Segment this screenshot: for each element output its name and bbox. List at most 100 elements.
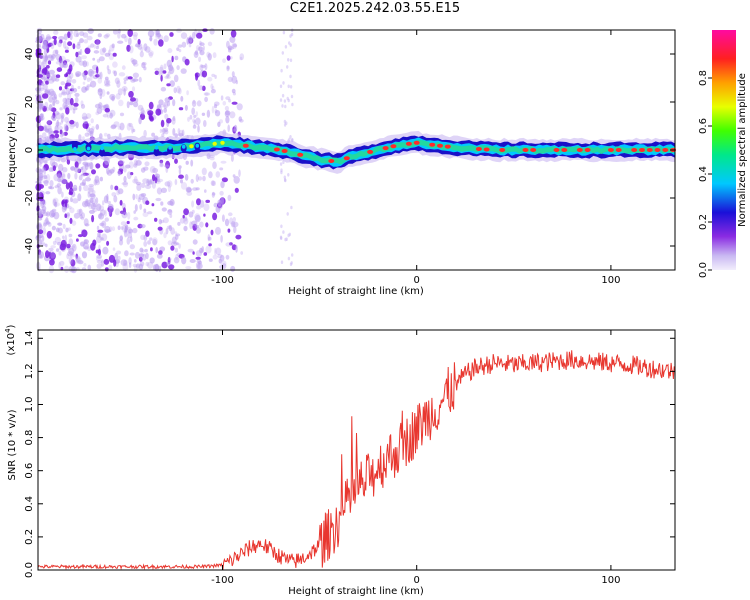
noise-point bbox=[81, 86, 87, 93]
noise-point bbox=[54, 77, 60, 82]
noise-point bbox=[119, 199, 123, 206]
noise-point bbox=[96, 39, 100, 48]
noise-point bbox=[83, 263, 87, 267]
noise-point bbox=[197, 46, 204, 52]
noise-point bbox=[118, 160, 125, 165]
y-tick-label: -20 bbox=[24, 190, 35, 206]
noise-point bbox=[92, 190, 96, 195]
noise-point bbox=[91, 169, 96, 175]
noise-point bbox=[178, 243, 181, 249]
noise-point bbox=[194, 214, 201, 223]
noise-point bbox=[42, 221, 47, 228]
noise-point bbox=[174, 158, 178, 164]
noise-point bbox=[58, 261, 61, 270]
noise-point bbox=[120, 259, 128, 266]
noise-point bbox=[215, 226, 221, 235]
noise-point bbox=[137, 223, 143, 229]
colorbar-tick-label: 0.8 bbox=[698, 70, 709, 86]
noise-point bbox=[280, 168, 283, 172]
noise-point bbox=[192, 124, 197, 129]
noise-point bbox=[202, 45, 205, 52]
noise-point bbox=[35, 36, 43, 42]
noise-point bbox=[214, 110, 221, 117]
noise-point bbox=[171, 117, 176, 125]
noise-point bbox=[197, 124, 200, 133]
noise-point bbox=[282, 160, 285, 164]
noise-point bbox=[172, 127, 176, 136]
noise-point bbox=[291, 137, 294, 142]
noise-point bbox=[190, 178, 194, 184]
noise-point bbox=[128, 257, 132, 265]
noise-point bbox=[231, 71, 235, 78]
noise-point bbox=[47, 78, 55, 84]
noise-point bbox=[160, 201, 164, 206]
noise-point bbox=[149, 35, 153, 42]
noise-point bbox=[160, 119, 165, 128]
noise-point bbox=[80, 166, 84, 171]
ridge-hotspot bbox=[328, 159, 335, 163]
noise-point bbox=[104, 107, 111, 113]
noise-point bbox=[104, 76, 109, 81]
noise-point bbox=[134, 251, 141, 259]
noise-point bbox=[281, 51, 284, 55]
noise-point bbox=[208, 243, 212, 247]
noise-point bbox=[91, 214, 95, 223]
noise-point bbox=[217, 199, 222, 207]
noise-point bbox=[67, 41, 73, 47]
noise-point bbox=[288, 232, 291, 237]
noise-point bbox=[152, 238, 158, 246]
noise-point bbox=[83, 239, 89, 245]
ridge-hotspot bbox=[444, 144, 451, 149]
noise-point bbox=[211, 180, 216, 186]
noise-point bbox=[195, 224, 200, 229]
noise-point bbox=[81, 216, 85, 221]
noise-point bbox=[210, 229, 214, 236]
noise-point bbox=[69, 33, 73, 41]
noise-point bbox=[157, 70, 164, 76]
noise-point bbox=[207, 234, 211, 242]
colorbar: 0.0 0.2 0.4 0.6 0.8 Normalized spectral ampl… bbox=[698, 30, 748, 278]
noise-point bbox=[174, 247, 178, 253]
noise-point bbox=[54, 201, 58, 208]
noise-point bbox=[81, 55, 87, 60]
noise-point bbox=[56, 119, 60, 128]
noise-point bbox=[84, 86, 90, 91]
noise-point bbox=[232, 128, 238, 132]
noise-point bbox=[230, 265, 236, 272]
noise-point bbox=[90, 118, 94, 124]
noise-point bbox=[66, 253, 70, 260]
noise-point bbox=[132, 227, 138, 234]
noise-point bbox=[228, 212, 233, 217]
noise-point bbox=[47, 127, 53, 134]
noise-point bbox=[207, 41, 213, 47]
noise-point bbox=[231, 88, 236, 94]
noise-point bbox=[208, 171, 213, 179]
noise-point bbox=[41, 104, 45, 109]
noise-point bbox=[110, 124, 117, 130]
noise-point bbox=[108, 209, 111, 216]
noise-point bbox=[43, 180, 49, 186]
noise-point bbox=[78, 185, 82, 192]
noise-point bbox=[136, 183, 142, 191]
noise-point bbox=[82, 179, 86, 186]
noise-point bbox=[219, 254, 225, 262]
x-tick-label: -100 bbox=[211, 275, 234, 286]
noise-point bbox=[239, 53, 245, 61]
noise-point bbox=[188, 35, 192, 43]
noise-point bbox=[178, 49, 182, 53]
noise-point bbox=[64, 85, 68, 90]
noise-point bbox=[173, 74, 179, 83]
noise-point bbox=[64, 199, 68, 208]
noise-point bbox=[212, 212, 218, 221]
noise-point bbox=[100, 237, 104, 241]
noise-point bbox=[107, 114, 110, 119]
noise-point bbox=[192, 99, 196, 104]
noise-point bbox=[88, 161, 93, 170]
noise-point bbox=[42, 59, 47, 65]
noise-point bbox=[63, 33, 68, 41]
noise-point bbox=[137, 197, 141, 203]
noise-point bbox=[90, 193, 96, 199]
noise-point bbox=[151, 132, 156, 137]
noise-point bbox=[183, 208, 190, 216]
noise-point bbox=[203, 213, 206, 217]
